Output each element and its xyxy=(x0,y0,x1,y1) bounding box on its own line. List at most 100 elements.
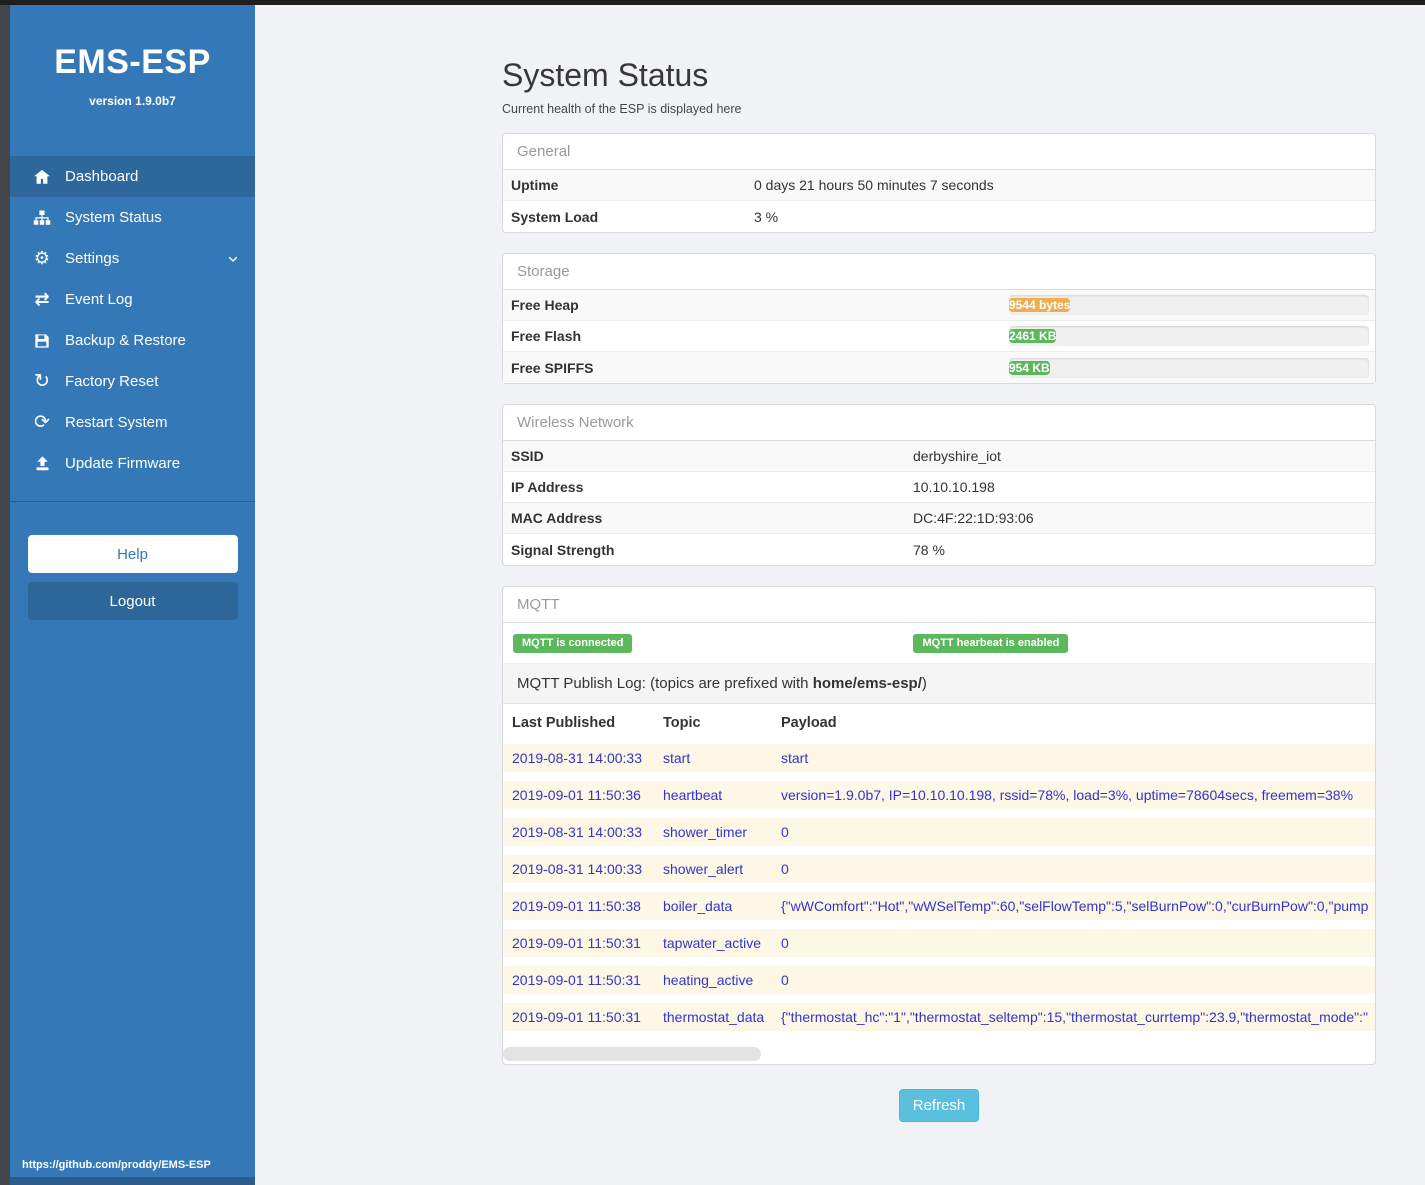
wireless-card: Wireless Network SSID derbyshire_iot IP … xyxy=(502,404,1376,566)
storage-row: Free Heap 9544 bytes xyxy=(503,290,1375,321)
storage-card-body: Free Heap 9544 bytes Free Flash 2461 KB … xyxy=(503,290,1375,383)
storage-row: Free Flash 2461 KB xyxy=(503,321,1375,352)
mqtt-card: MQTT MQTT is connected MQTT hearbeat is … xyxy=(502,586,1376,1065)
upload-icon xyxy=(32,455,52,472)
refresh-button[interactable]: Refresh xyxy=(898,1089,980,1122)
row-label: Free Flash xyxy=(511,328,582,344)
sidebar-item-label: Dashboard xyxy=(65,168,139,185)
row-label: Uptime xyxy=(511,177,559,193)
publish-log-topic-prefix: home/ems-esp/ xyxy=(812,675,922,692)
log-payload: 0 xyxy=(781,972,789,988)
gear-icon: ⚙ xyxy=(33,247,51,269)
row-value: DC:4F:22:1D:93:06 xyxy=(913,510,1034,526)
sidebar-item-label: Restart System xyxy=(65,414,168,431)
log-last-published: 2019-09-01 11:50:38 xyxy=(512,898,641,914)
progress-bar: 954 KB xyxy=(1009,357,1369,378)
sidebar-item-label: Update Firmware xyxy=(65,455,181,472)
row-value: 0 days 21 hours 50 minutes 7 seconds xyxy=(754,177,994,193)
sidebar-item-system-status[interactable]: System Status xyxy=(10,197,255,238)
mqtt-log-row: 2019-08-31 14:00:33 shower_timer 0 xyxy=(503,818,1375,846)
home-icon xyxy=(32,168,52,186)
sidebar-item-dashboard[interactable]: Dashboard xyxy=(10,156,255,197)
sidebar-item-label: Backup & Restore xyxy=(65,332,186,349)
publish-log-suffix: ) xyxy=(921,675,927,692)
mqtt-heartbeat-badge: MQTT hearbeat is enabled xyxy=(913,634,1069,653)
sync-icon: ⟳ xyxy=(34,411,50,433)
general-card-header: General xyxy=(503,134,1375,170)
chevron-down-icon xyxy=(227,253,239,265)
row-label: System Load xyxy=(511,208,599,225)
log-payload: {"wWComfort":"Hot","wWSelTemp":60,"selFl… xyxy=(781,898,1369,914)
log-payload: start xyxy=(781,750,809,766)
row-label: Signal Strength xyxy=(511,541,615,558)
row-value: derbyshire_iot xyxy=(913,448,1001,464)
table-row: IP Address 10.10.10.198 xyxy=(503,472,1375,503)
log-topic: shower_timer xyxy=(663,824,748,840)
row-label: SSID xyxy=(511,448,544,464)
log-payload: 0 xyxy=(781,824,789,840)
log-last-published: 2019-08-31 14:00:33 xyxy=(512,861,642,877)
log-last-published: 2019-09-01 11:50:36 xyxy=(512,787,641,803)
storage-card: Storage Free Heap 9544 bytes Free Flash … xyxy=(502,253,1376,384)
table-row: Signal Strength 78 % xyxy=(503,534,1375,565)
sidebar-item-factory-reset[interactable]: ↻ Factory Reset xyxy=(10,361,255,402)
logout-button[interactable]: Logout xyxy=(27,582,238,620)
col-topic: Topic xyxy=(663,715,701,731)
row-label: MAC Address xyxy=(511,510,603,526)
sidebar: EMS-ESP version 1.9.0b7 Dashboard System… xyxy=(10,5,255,1185)
progress-bar-fill: 2461 KB xyxy=(1009,329,1057,343)
window-left-edge xyxy=(0,5,10,1185)
help-button[interactable]: Help xyxy=(27,535,238,573)
sidebar-item-restart-system[interactable]: ⟳ Restart System xyxy=(10,402,255,443)
mqtt-log-table-header: Last Published Topic Payload xyxy=(503,704,1375,741)
log-payload: 0 xyxy=(781,935,789,951)
progress-bar-fill: 954 KB xyxy=(1009,360,1050,375)
sidebar-item-update-firmware[interactable]: Update Firmware xyxy=(10,443,255,484)
mqtt-badges-row: MQTT is connected MQTT hearbeat is enabl… xyxy=(503,623,1375,663)
sidebar-item-settings[interactable]: ⚙ Settings xyxy=(10,238,255,279)
table-row: Uptime 0 days 21 hours 50 minutes 7 seco… xyxy=(503,170,1375,201)
row-label: IP Address xyxy=(511,479,584,495)
mqtt-log-row: 2019-09-01 11:50:31 heating_active 0 xyxy=(503,966,1375,994)
mqtt-log-row: 2019-09-01 11:50:31 thermostat_data {"th… xyxy=(503,1003,1375,1031)
page-title: System Status xyxy=(502,57,709,93)
log-topic: tapwater_active xyxy=(663,935,762,951)
mqtt-log-scrollbar-thumb[interactable] xyxy=(503,1047,761,1061)
mqtt-connected-badge: MQTT is connected xyxy=(513,634,633,653)
storage-row: Free SPIFFS 954 KB xyxy=(503,352,1375,383)
mqtt-log-row: 2019-09-01 11:50:38 boiler_data {"wWComf… xyxy=(503,892,1375,920)
mqtt-log-row: 2019-09-01 11:50:31 tapwater_active 0 xyxy=(503,929,1375,957)
col-last-published: Last Published xyxy=(512,715,616,731)
sidebar-divider xyxy=(10,501,255,502)
log-last-published: 2019-09-01 11:50:31 xyxy=(512,1009,641,1025)
mqtt-log-row: 2019-08-31 14:00:33 shower_alert 0 xyxy=(503,855,1375,883)
wireless-card-body: SSID derbyshire_iot IP Address 10.10.10.… xyxy=(503,441,1375,565)
github-link[interactable]: https://github.com/proddy/EMS-ESP xyxy=(22,1159,211,1171)
sidebar-item-backup-restore[interactable]: Backup & Restore xyxy=(10,320,255,361)
mqtt-log-row: 2019-08-31 14:00:33 start start xyxy=(503,744,1375,772)
wireless-card-header: Wireless Network xyxy=(503,405,1375,441)
col-payload: Payload xyxy=(781,715,837,731)
row-value: 3 % xyxy=(754,208,779,225)
app-title: EMS-ESP xyxy=(54,43,211,81)
mqtt-log-scrollbar xyxy=(503,1047,1375,1061)
main-area: System Status Current health of the ESP … xyxy=(255,5,1425,1185)
exchange-icon: ⇄ xyxy=(34,288,50,310)
log-topic: thermostat_data xyxy=(663,1009,765,1025)
log-topic: boiler_data xyxy=(663,898,733,914)
progress-bar: 2461 KB xyxy=(1009,326,1369,346)
log-payload: 0 xyxy=(781,861,789,877)
log-last-published: 2019-09-01 11:50:31 xyxy=(512,935,641,951)
sidebar-menu: Dashboard System Status ⚙ Settings ⇄ Eve… xyxy=(10,156,255,484)
storage-card-header: Storage xyxy=(503,254,1375,290)
window-top-edge xyxy=(0,0,1425,5)
page-subtitle: Current health of the ESP is displayed h… xyxy=(502,102,742,116)
log-payload: {"thermostat_hc":"1","thermostat_seltemp… xyxy=(781,1009,1368,1025)
general-card: General Uptime 0 days 21 hours 50 minute… xyxy=(502,133,1376,233)
sidebar-item-event-log[interactable]: ⇄ Event Log xyxy=(10,279,255,320)
table-row: MAC Address DC:4F:22:1D:93:06 xyxy=(503,503,1375,534)
sidebar-item-label: Factory Reset xyxy=(65,373,159,390)
row-value: 78 % xyxy=(913,541,945,558)
log-last-published: 2019-08-31 14:00:33 xyxy=(512,824,642,840)
publish-log-prefix: MQTT Publish Log: (topics are prefixed w… xyxy=(517,675,813,692)
